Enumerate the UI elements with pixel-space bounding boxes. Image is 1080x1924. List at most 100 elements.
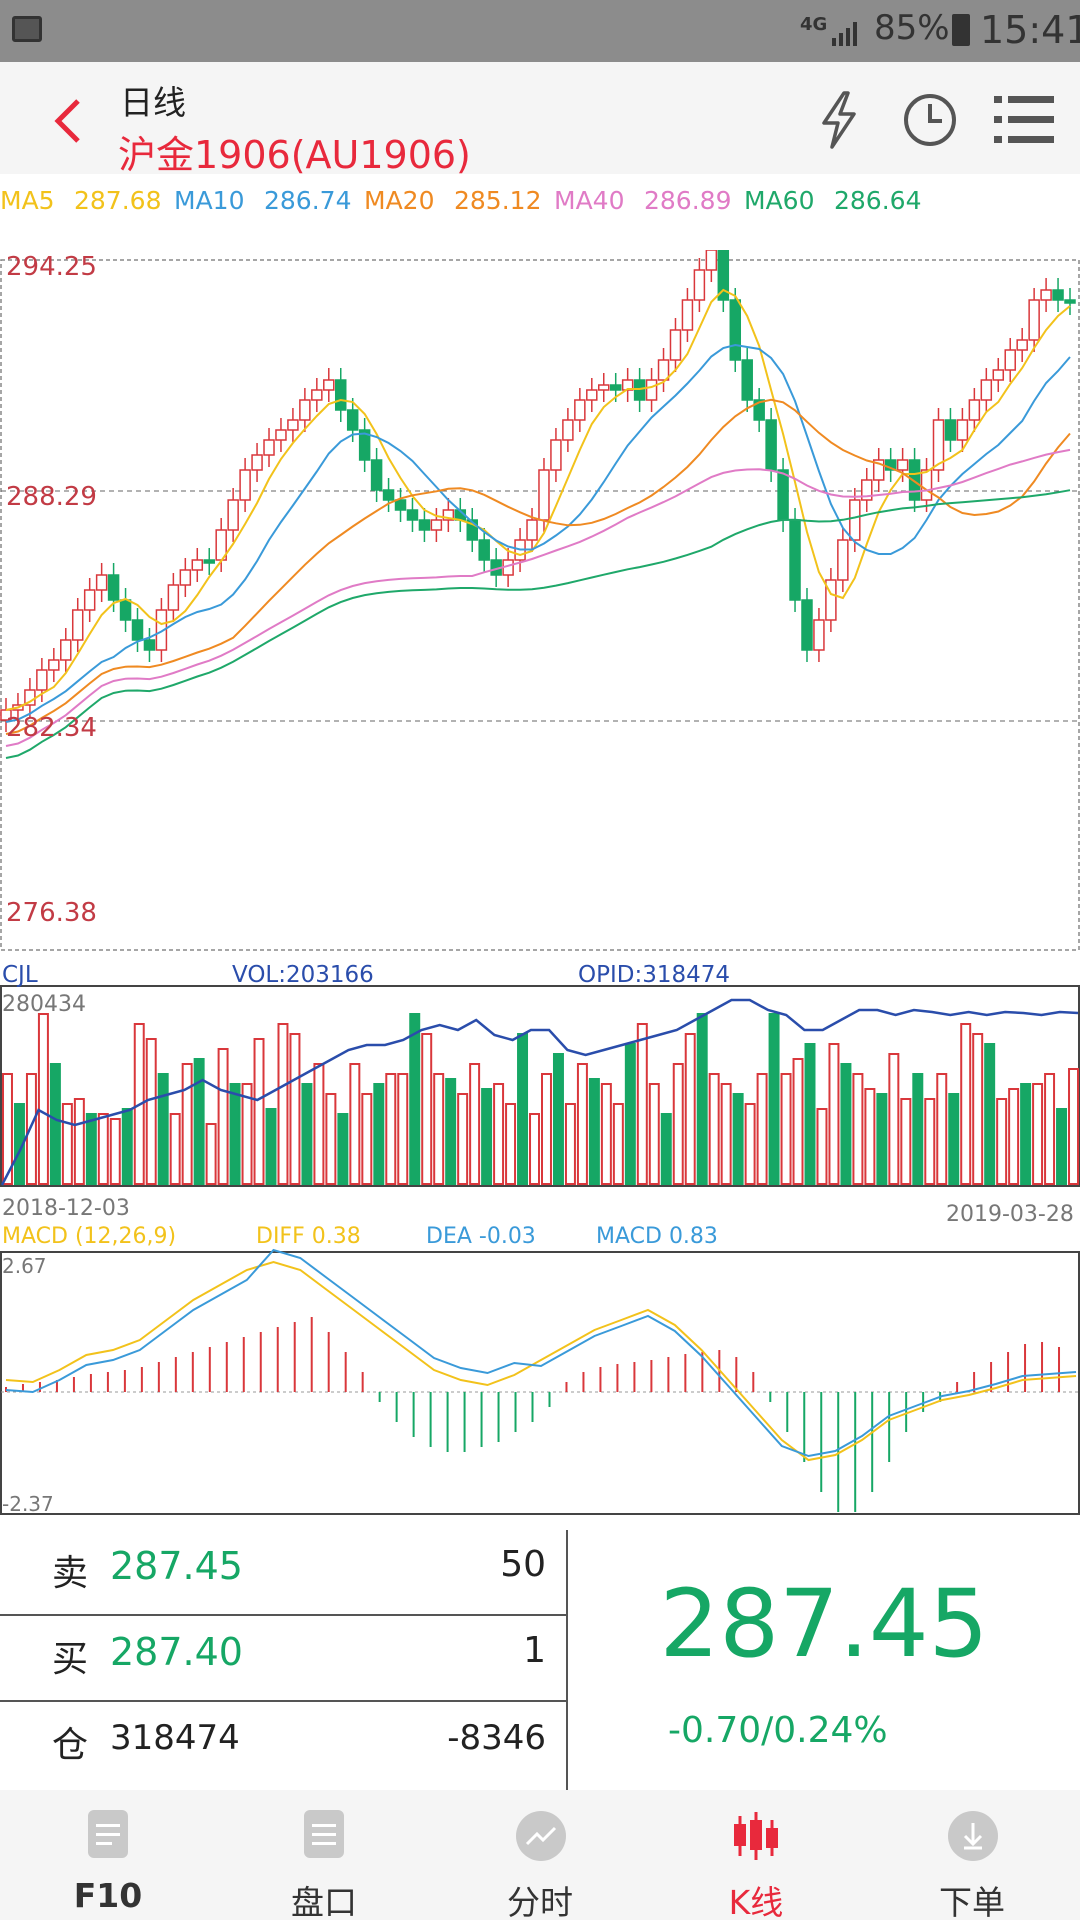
candle-body xyxy=(681,299,694,331)
volume-bar xyxy=(361,1093,373,1185)
volume-bar xyxy=(37,1013,49,1185)
volume-bar xyxy=(636,1023,648,1185)
menu-icon[interactable] xyxy=(994,94,1054,146)
gallery-icon xyxy=(12,16,42,42)
candle-body xyxy=(693,269,706,301)
clock-icon[interactable] xyxy=(902,92,958,148)
candle-body xyxy=(275,429,287,441)
nav-order[interactable]: 下单 xyxy=(864,1790,1080,1922)
last-price: 287.45 xyxy=(659,1570,989,1679)
macd-diff: DIFF 0.38 xyxy=(256,1224,361,1249)
volume-bar xyxy=(253,1038,265,1185)
volume-bar xyxy=(97,1113,109,1185)
volume-bar xyxy=(732,1093,744,1185)
volume-bar xyxy=(193,1058,205,1185)
candle-body xyxy=(1052,289,1064,301)
position-label: 仓 xyxy=(52,1725,89,1766)
candle-body xyxy=(179,569,192,586)
candlestick-series xyxy=(0,250,1076,732)
volume-bar xyxy=(469,1063,481,1185)
candle-body xyxy=(861,479,873,501)
volume-bar xyxy=(373,1083,385,1185)
candle-body xyxy=(60,639,72,661)
clock: 15:41 xyxy=(980,8,1080,52)
nav-order-label: 下单 xyxy=(939,1883,1005,1922)
candle-body xyxy=(466,519,478,541)
volume-bar xyxy=(1008,1088,1020,1185)
bid-price: 287.40 xyxy=(110,1630,243,1674)
open-interest-value: OPID:318474 xyxy=(578,962,731,988)
candle-body xyxy=(418,519,431,531)
macd-label: MACD (12,26,9) xyxy=(2,1224,177,1249)
candle-body xyxy=(789,519,801,601)
candle-body xyxy=(586,389,598,401)
ma10-value: 286.74 xyxy=(264,186,352,215)
volume-bar xyxy=(265,1108,277,1185)
volume-bar xyxy=(792,1058,804,1185)
volume-bar xyxy=(85,1113,97,1185)
nav-timeshare[interactable]: 分时 xyxy=(432,1790,648,1922)
candle-body xyxy=(346,409,359,431)
volume-bar xyxy=(564,1103,576,1185)
candle-body xyxy=(872,459,885,481)
volume-bar xyxy=(481,1088,493,1185)
volume-bar xyxy=(888,1053,900,1185)
candle-body xyxy=(143,639,156,651)
candle-body xyxy=(825,579,837,621)
volume-bar xyxy=(768,1013,780,1185)
nav-orderbook-label: 盘口 xyxy=(291,1883,357,1922)
volume-bar xyxy=(984,1043,996,1185)
nav-orderbook[interactable]: 盘口 xyxy=(216,1790,432,1922)
candle-body xyxy=(526,519,538,541)
volume-bar xyxy=(1044,1073,1056,1185)
nav-kline[interactable]: K线 xyxy=(648,1790,864,1922)
network-indicator: 4G xyxy=(800,14,828,35)
moving-average-lines xyxy=(5,288,1071,759)
candle-body xyxy=(765,419,777,471)
volume-bar xyxy=(852,1073,864,1185)
ma20-label: MA20 xyxy=(364,186,435,215)
candle-body xyxy=(131,619,144,641)
volume-bar xyxy=(744,1103,756,1185)
macd-lines xyxy=(5,1248,1077,1462)
candle-body xyxy=(119,599,132,621)
volume-bars xyxy=(2,1013,1079,1185)
candle-body xyxy=(370,459,383,491)
volume-bar xyxy=(517,1033,529,1185)
volume-bar xyxy=(648,1083,660,1185)
ma-legend: MA5 287.68 MA10 286.74 MA20 285.12 MA40 … xyxy=(0,186,1080,226)
ask-label: 卖 xyxy=(52,1553,89,1594)
volume-bar xyxy=(900,1098,912,1185)
candle-body xyxy=(801,599,813,651)
candle-body xyxy=(406,509,419,521)
candle-body xyxy=(1004,349,1016,371)
volume-bar xyxy=(181,1063,193,1185)
volume-bar xyxy=(588,1078,600,1185)
volume-bar xyxy=(289,1033,301,1185)
candle-body xyxy=(382,489,395,501)
nav-f10[interactable]: F10 xyxy=(0,1790,216,1920)
ma40-label: MA40 xyxy=(554,186,625,215)
kline-chart[interactable] xyxy=(0,250,1080,1525)
volume-bar xyxy=(912,1073,924,1185)
candle-body xyxy=(1040,289,1052,301)
flash-icon[interactable] xyxy=(816,90,862,150)
volume-bar xyxy=(157,1073,169,1185)
volume-value: VOL:203166 xyxy=(232,962,374,988)
volume-bar xyxy=(936,1073,948,1185)
macd-value: MACD 0.83 xyxy=(596,1224,718,1249)
volume-bar xyxy=(1032,1083,1044,1185)
price-change: -0.70/0.24% xyxy=(668,1710,888,1751)
candle-body xyxy=(669,329,682,361)
candle-body xyxy=(729,299,742,361)
volume-bar xyxy=(73,1098,85,1185)
back-arrow-icon[interactable] xyxy=(48,96,88,146)
volume-bar xyxy=(241,1083,253,1185)
candle-body xyxy=(657,359,670,381)
volume-bar xyxy=(780,1073,792,1185)
volume-bar xyxy=(385,1073,397,1185)
volume-bar xyxy=(828,1043,840,1185)
candle-body xyxy=(645,379,658,401)
signal-icon xyxy=(832,18,862,46)
end-date: 2019-03-28 xyxy=(946,1202,1074,1227)
